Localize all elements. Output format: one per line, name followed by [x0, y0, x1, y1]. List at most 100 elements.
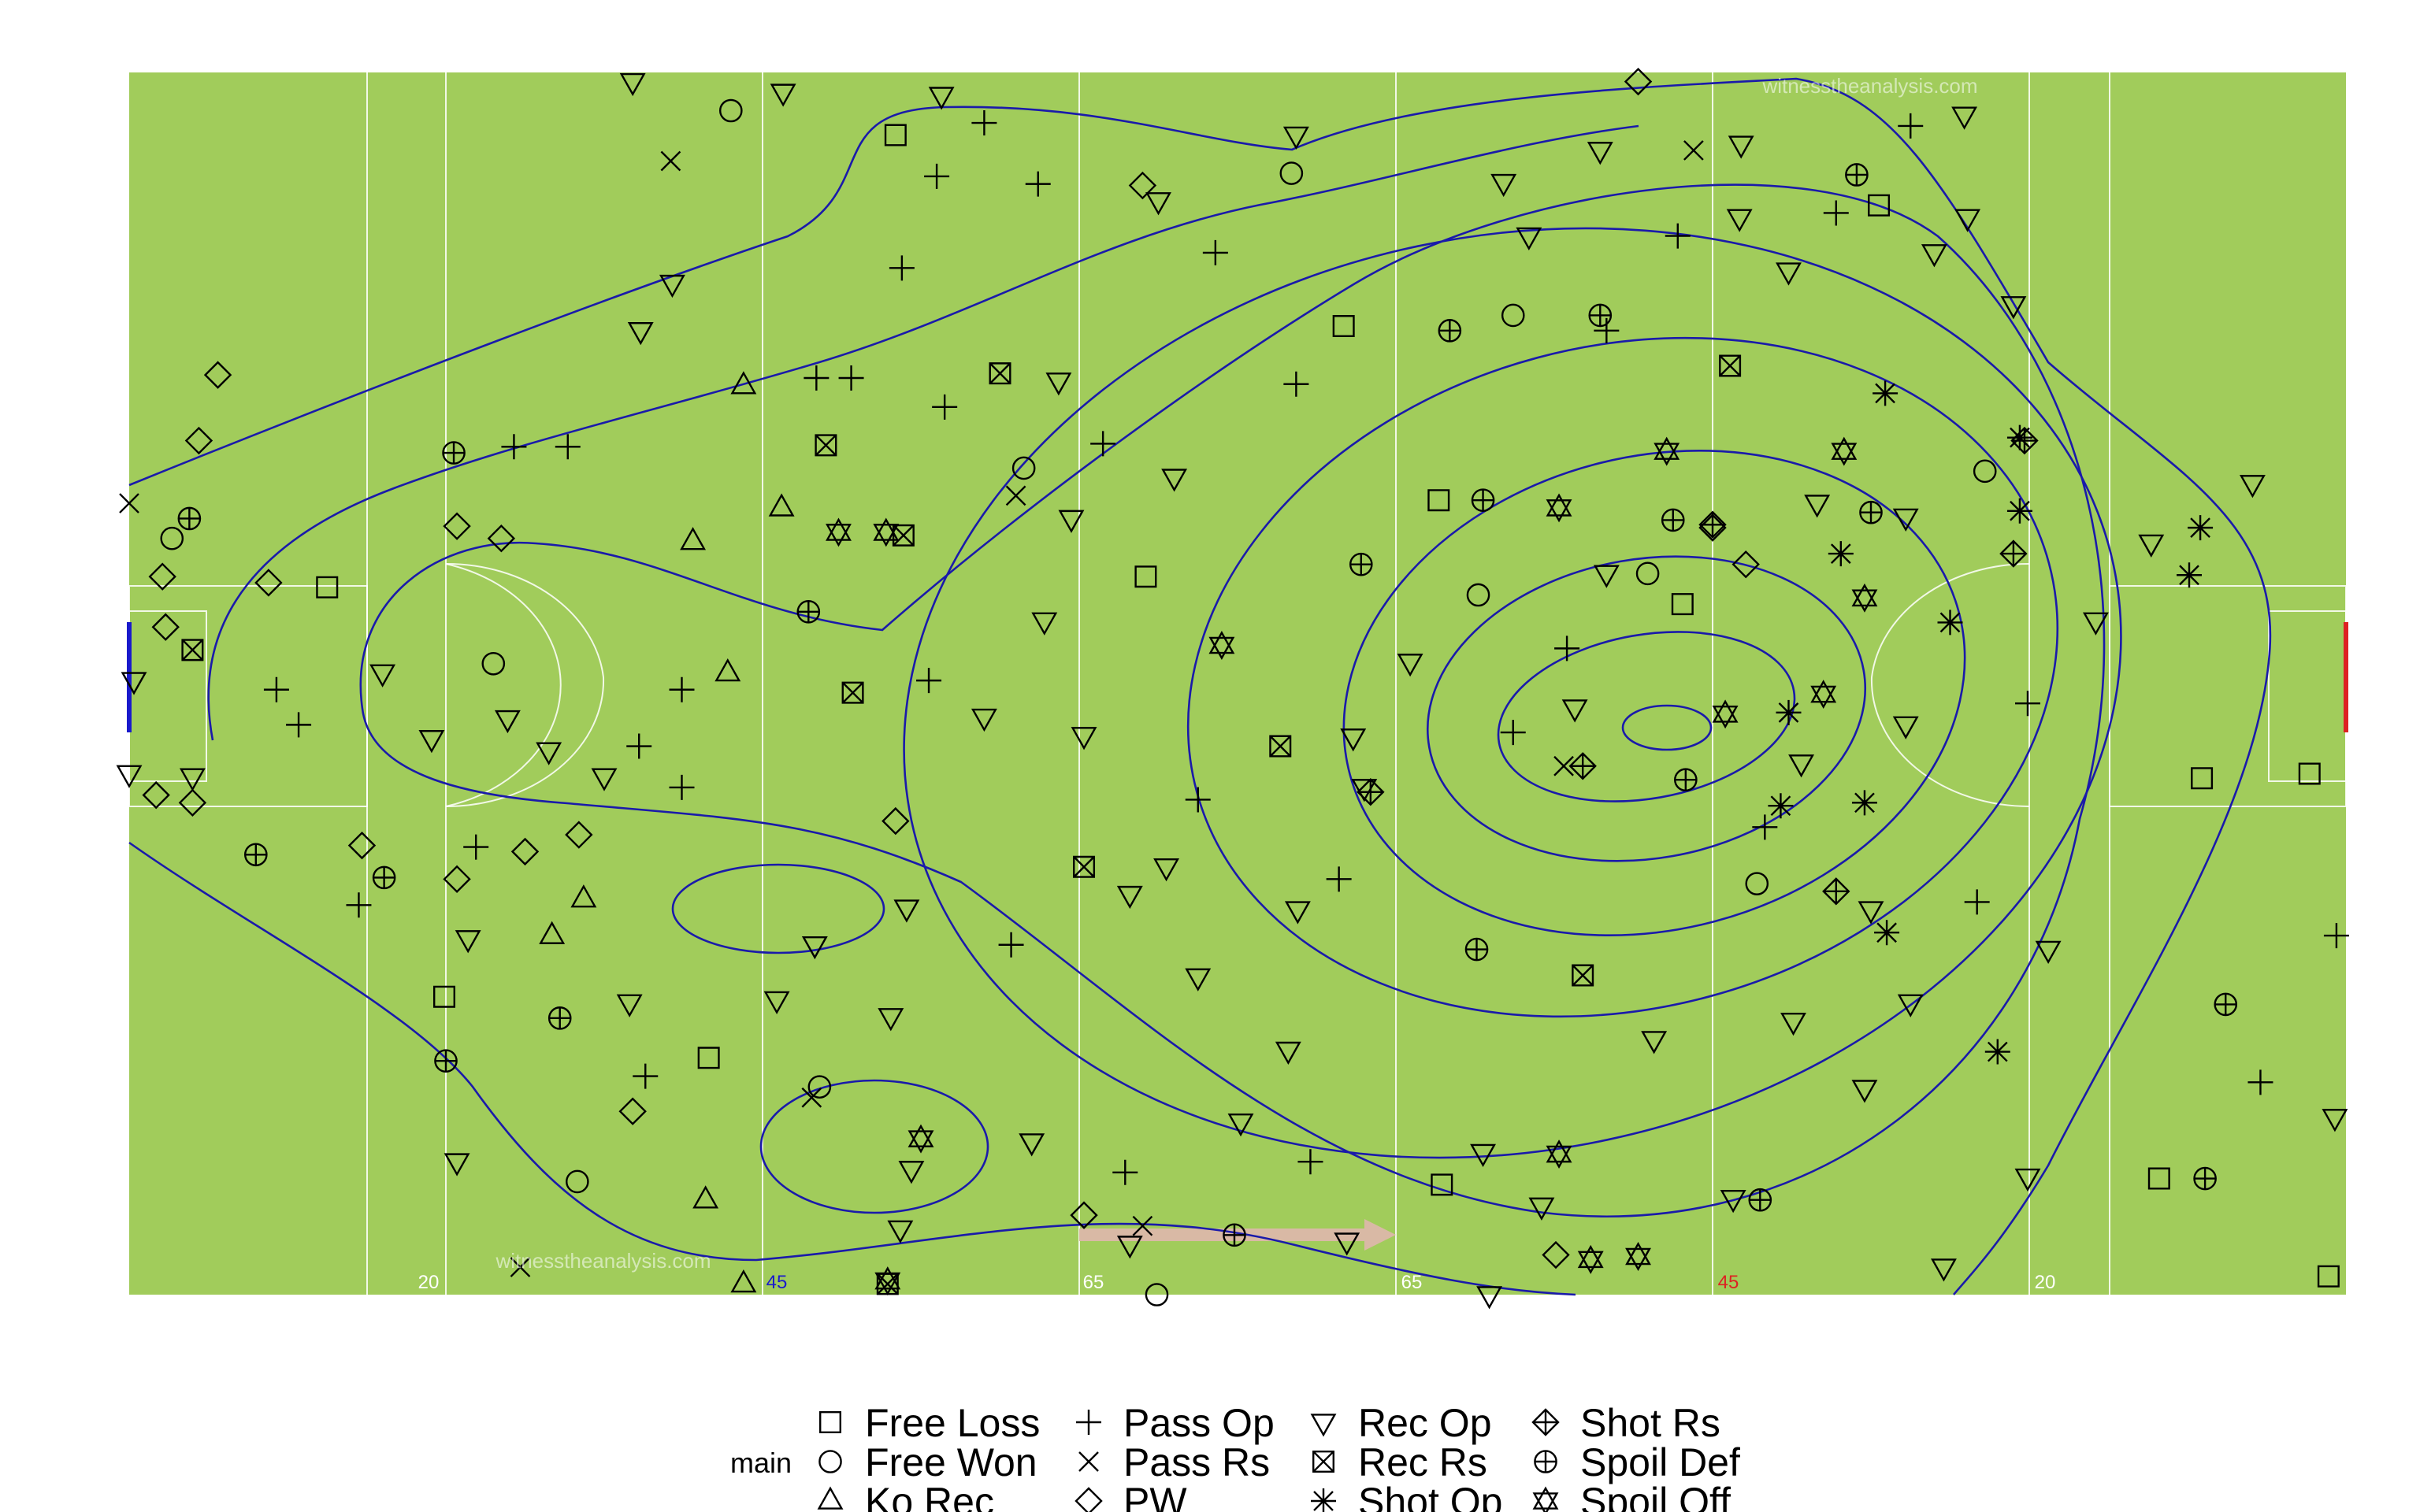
event-marker: [1572, 964, 1594, 987]
event-marker: [2082, 612, 2109, 636]
event-marker: [1874, 920, 1900, 946]
event-marker: [2317, 1265, 2340, 1288]
event-marker: [316, 576, 339, 598]
event-marker: [566, 1169, 589, 1194]
event-marker: [463, 834, 489, 860]
legend-symbol: [1312, 1451, 1334, 1473]
event-marker: [1828, 541, 1854, 567]
event-marker: [1593, 565, 1620, 588]
event-marker: [924, 163, 950, 189]
event-marker: [1546, 1140, 1572, 1169]
legend-label: Free Won: [865, 1440, 1037, 1484]
event-marker: [873, 517, 900, 547]
event-marker: [1500, 720, 1526, 746]
event-marker: [547, 1006, 572, 1030]
event-marker: [2193, 1166, 2217, 1191]
event-marker: [633, 1063, 659, 1089]
event-marker: [916, 668, 942, 694]
legend-symbol: [1532, 1486, 1559, 1512]
event-marker: [1937, 610, 1963, 636]
event-marker: [730, 371, 757, 395]
event-marker: [1427, 489, 1450, 512]
event-marker: [884, 124, 907, 146]
event-marker: [1045, 372, 1072, 396]
event-marker: [1153, 858, 1180, 882]
event-marker: [1720, 1189, 1746, 1214]
event-marker: [372, 865, 396, 890]
event-marker: [2191, 767, 2214, 790]
event-marker: [2239, 475, 2266, 498]
event-marker: [536, 742, 562, 765]
event-marker: [1931, 1258, 1957, 1282]
event-marker: [1269, 735, 1292, 758]
event-marker: [2014, 691, 2040, 717]
legend-label: Ko Rec: [865, 1480, 994, 1512]
event-marker: [1134, 565, 1157, 588]
event-marker: [1297, 1149, 1323, 1175]
event-marker: [2323, 923, 2349, 949]
event-marker: [892, 524, 915, 547]
legend-symbol: [1076, 1410, 1101, 1435]
pitch-label: 65: [1401, 1272, 1423, 1293]
event-marker: [1964, 889, 1990, 915]
event-marker: [1973, 459, 1997, 484]
legend-label: Rec Op: [1358, 1401, 1492, 1445]
event-marker: [697, 1047, 720, 1069]
event-marker: [1397, 654, 1423, 677]
event-marker: [179, 768, 206, 791]
event-marker: [660, 150, 681, 172]
event-marker: [1671, 593, 1694, 616]
event-marker: [121, 672, 147, 695]
event-marker: [1594, 317, 1620, 343]
event-marker: [908, 1124, 934, 1154]
event-marker: [263, 676, 289, 702]
event-marker: [1897, 994, 1924, 1017]
event-marker: [177, 506, 202, 531]
event-marker: [1921, 244, 1947, 268]
event-marker: [1851, 790, 1877, 816]
event-marker: [2298, 762, 2321, 785]
event-marker: [1132, 1215, 1153, 1236]
legend-symbol: [1310, 1414, 1337, 1437]
event-marker: [1587, 142, 1613, 165]
event-marker: [178, 788, 207, 817]
event-marker: [1326, 866, 1352, 892]
event-marker: [1873, 380, 1899, 406]
event-marker: [2147, 1167, 2170, 1190]
event-marker: [1568, 752, 1597, 780]
event-marker: [971, 708, 997, 732]
event-marker: [1031, 612, 1058, 636]
legend-label: Free Loss: [865, 1401, 1040, 1445]
event-marker: [1070, 1201, 1098, 1229]
event-marker: [1128, 171, 1157, 200]
event-marker: [1145, 192, 1171, 216]
event-marker: [1698, 513, 1727, 542]
event-marker: [1223, 1223, 1246, 1247]
legend-label: Shot Rs: [1580, 1401, 1720, 1445]
event-marker: [1161, 469, 1188, 492]
event-marker: [1282, 126, 1309, 150]
event-marker: [2188, 515, 2214, 541]
legend-symbol: [1534, 1450, 1557, 1473]
event-marker: [796, 600, 821, 624]
event-marker: [1112, 1159, 1138, 1185]
event-marker: [434, 1049, 458, 1073]
event-marker: [1898, 113, 1924, 139]
event-marker: [181, 639, 204, 662]
event-marker: [442, 441, 466, 465]
event-marker: [539, 921, 566, 944]
event-marker: [2138, 534, 2165, 558]
event-marker: [1768, 793, 1794, 819]
event-marker: [1661, 508, 1685, 532]
event-marker: [1476, 1286, 1503, 1310]
event-marker: [2322, 1109, 2348, 1132]
event-marker: [804, 365, 830, 391]
event-marker: [2000, 296, 2027, 320]
event-marker: [346, 892, 372, 918]
legend-label: Pass Op: [1123, 1401, 1275, 1445]
event-marker: [565, 821, 593, 849]
event-marker: [1683, 140, 1704, 161]
density-contours: [128, 77, 2272, 1296]
event-marker: [510, 837, 540, 866]
